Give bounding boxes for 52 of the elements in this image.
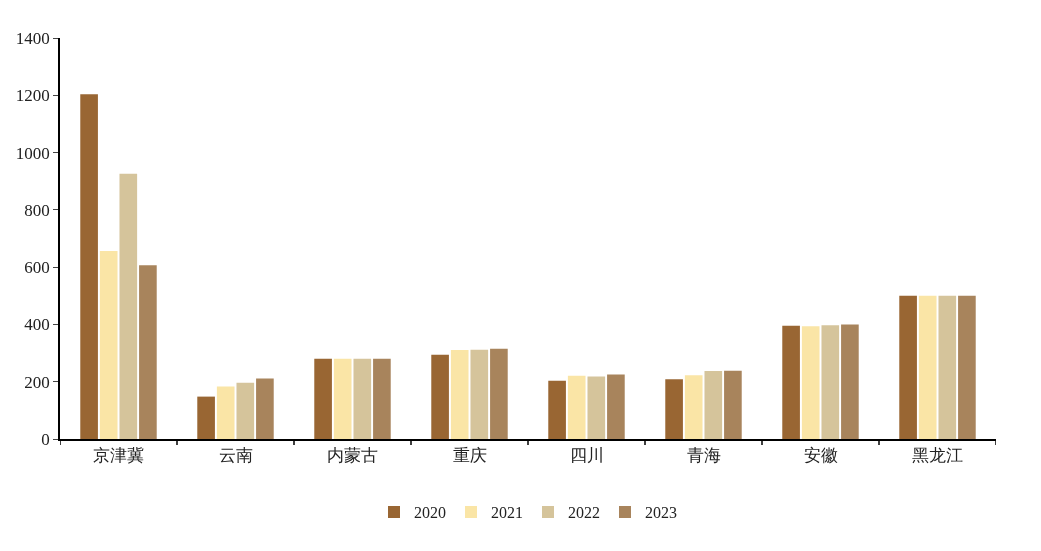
bar bbox=[958, 295, 976, 439]
y-tick-label: 1200 bbox=[15, 86, 50, 106]
y-tick-label: 0 bbox=[41, 429, 50, 449]
y-tick-label: 200 bbox=[24, 372, 50, 392]
x-tick-label: 安徽 bbox=[803, 446, 838, 466]
bar bbox=[139, 265, 157, 439]
bar bbox=[665, 379, 683, 439]
legend-label: 2020 bbox=[414, 504, 446, 522]
y-tick-label: 1000 bbox=[15, 143, 50, 163]
bar bbox=[801, 326, 820, 439]
bar bbox=[216, 386, 235, 439]
bar bbox=[704, 371, 723, 439]
legend-label: 2022 bbox=[568, 504, 600, 522]
bar bbox=[899, 295, 917, 439]
x-tick-label: 京津冀 bbox=[93, 446, 144, 466]
x-tick-label: 云南 bbox=[218, 446, 253, 466]
legend-label: 2023 bbox=[645, 504, 677, 522]
bar bbox=[80, 94, 98, 439]
y-tick-label: 800 bbox=[24, 200, 50, 220]
bar bbox=[236, 382, 255, 439]
bar bbox=[724, 370, 742, 439]
bar bbox=[938, 295, 957, 439]
bar bbox=[684, 375, 703, 439]
x-tick-label: 四川 bbox=[569, 446, 604, 466]
bar bbox=[490, 348, 508, 439]
x-tick-label: 内蒙古 bbox=[327, 446, 378, 466]
bar bbox=[197, 396, 215, 439]
bar bbox=[256, 378, 274, 439]
bar bbox=[431, 354, 449, 439]
bar bbox=[607, 374, 625, 439]
bar bbox=[99, 251, 118, 439]
bar bbox=[470, 349, 489, 439]
x-tick-label: 重庆 bbox=[452, 446, 487, 466]
bar bbox=[333, 358, 352, 439]
y-tick-label: 1400 bbox=[15, 28, 50, 48]
bar bbox=[918, 295, 937, 439]
bar bbox=[353, 358, 372, 439]
bar bbox=[782, 325, 800, 439]
bar bbox=[373, 358, 391, 439]
y-tick-label: 600 bbox=[24, 258, 50, 278]
bar bbox=[314, 358, 332, 439]
bar bbox=[821, 325, 840, 439]
y-tick-label: 400 bbox=[24, 315, 50, 335]
bar bbox=[841, 324, 859, 439]
bar bbox=[567, 375, 586, 439]
bar bbox=[548, 380, 566, 439]
bar bbox=[450, 349, 469, 439]
bar bbox=[119, 173, 138, 439]
x-tick-label: 青海 bbox=[686, 446, 721, 466]
x-tick-label: 黑龙江 bbox=[912, 446, 963, 466]
bar bbox=[587, 376, 606, 439]
legend-label: 2021 bbox=[491, 504, 523, 522]
